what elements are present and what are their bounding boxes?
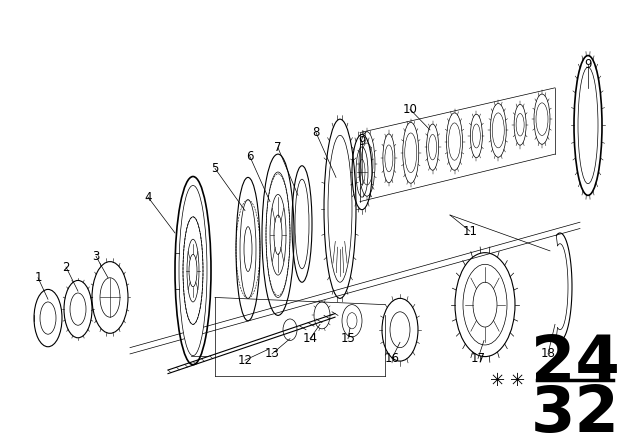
- Text: 13: 13: [264, 347, 280, 360]
- Text: 1: 1: [35, 271, 42, 284]
- Text: 9: 9: [358, 135, 365, 148]
- Text: 14: 14: [303, 332, 317, 345]
- Text: 18: 18: [541, 347, 556, 360]
- Text: 6: 6: [246, 150, 253, 164]
- Text: 10: 10: [403, 103, 417, 116]
- Text: ✳: ✳: [511, 372, 525, 390]
- Text: 3: 3: [92, 250, 100, 263]
- Text: ✳: ✳: [490, 372, 506, 390]
- Text: 9: 9: [584, 58, 592, 71]
- Text: 24: 24: [531, 333, 620, 395]
- Text: 7: 7: [275, 141, 282, 155]
- Text: 11: 11: [463, 224, 477, 237]
- Text: 32: 32: [531, 383, 620, 445]
- Text: 2: 2: [62, 260, 70, 273]
- Text: 16: 16: [385, 352, 399, 365]
- Text: 15: 15: [340, 332, 355, 345]
- Text: 17: 17: [470, 352, 486, 365]
- Text: 8: 8: [312, 126, 320, 139]
- Text: 12: 12: [237, 353, 253, 366]
- Ellipse shape: [179, 185, 207, 356]
- Text: 4: 4: [144, 190, 152, 204]
- Text: 5: 5: [211, 162, 219, 175]
